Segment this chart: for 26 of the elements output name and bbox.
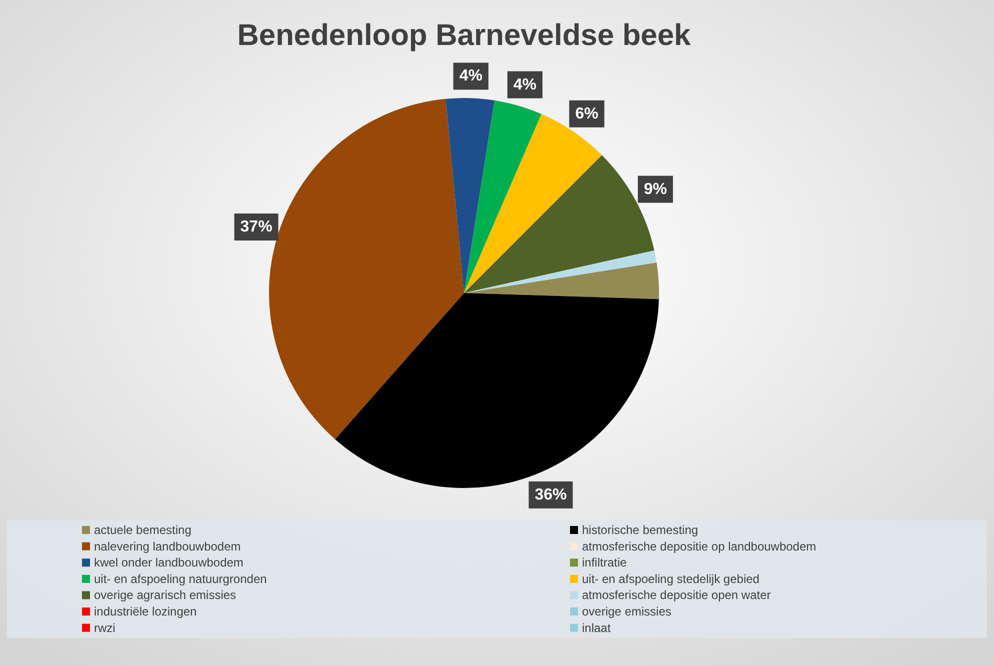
data-label: 37% [240,218,272,236]
pie-slice [464,250,657,293]
data-label: 4% [459,68,482,85]
pie-slice [464,100,542,293]
legend-label: atmosferische depositie open water [582,588,771,602]
legend-label: overige emissies [582,604,672,618]
chart-title: Benedenloop Barneveldse beek [237,19,692,52]
legend-label: atmosferische depositie op landbouwbodem [582,539,816,554]
legend-label: uit- en afspoeling natuurgronden [94,572,267,586]
legend-label: actuele bemesting [94,523,192,537]
data-label: 36% [534,486,567,504]
legend-label: inlaat [582,620,612,635]
data-label: 9% [644,180,667,198]
pie-slice [446,98,495,293]
data-label: 4% [513,76,536,94]
legend-label: overige agrarisch emissies [94,588,236,602]
legend-label: uit- en afspoeling stedelijk gebied [582,572,760,586]
pie-slice [335,293,659,488]
legend-label: infiltratie [582,556,628,570]
pie-slice [464,262,659,300]
legend-label: rwzi [94,620,116,635]
legend-label: historische bemesting [582,523,698,537]
legend-label: industriële lozingen [94,604,197,618]
data-label: 6% [575,105,598,122]
legend-label: kwel onder landbouwbodem [94,556,244,570]
legend-label: nalevering landbouwbodem [94,539,241,554]
